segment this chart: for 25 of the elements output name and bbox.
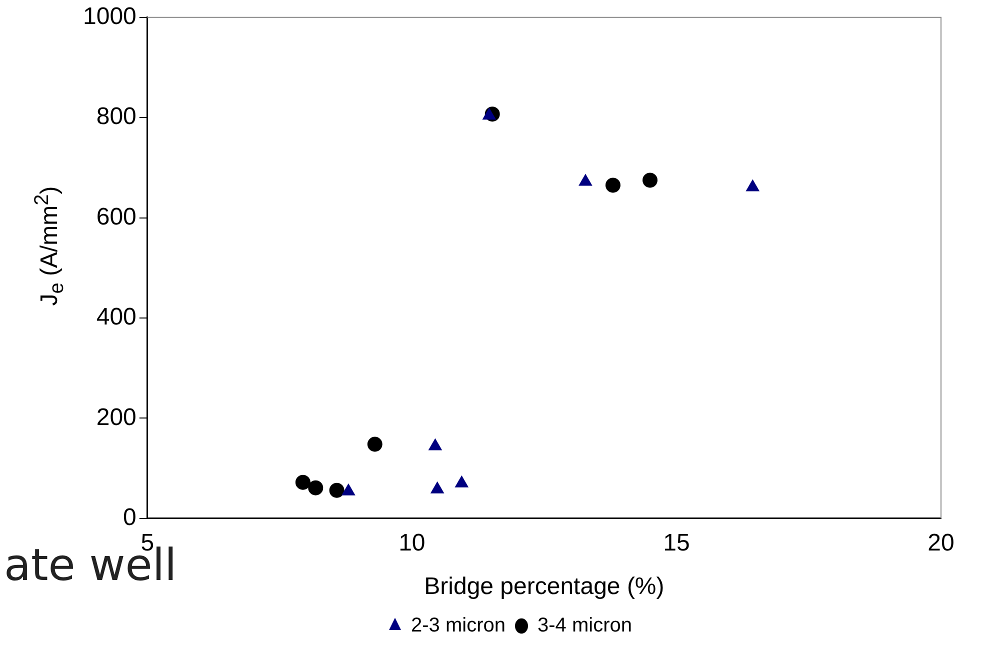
x-tick-label: 15 — [663, 529, 690, 556]
point — [605, 178, 620, 193]
point — [482, 108, 496, 120]
x-tick-label: 20 — [928, 529, 954, 556]
x-axis-title: Bridge percentage (%) — [424, 573, 664, 600]
y-tick-label: 0 — [123, 504, 136, 532]
y-tick-label: 1000 — [83, 3, 136, 30]
point — [295, 474, 310, 490]
legend-label: 3-4 micron — [538, 614, 632, 637]
y-tick-label: 200 — [96, 404, 136, 431]
point — [430, 482, 444, 494]
y-tick-label: 400 — [96, 304, 136, 331]
y-tick-label: 600 — [96, 203, 136, 230]
point — [329, 482, 344, 498]
x-tick-label: 10 — [398, 529, 426, 556]
point — [308, 480, 324, 496]
point — [642, 172, 658, 188]
legend-label: 2-3 micron — [411, 614, 506, 637]
point — [428, 438, 442, 450]
point — [578, 174, 592, 186]
point — [746, 180, 760, 192]
point — [342, 484, 355, 496]
point — [367, 436, 382, 452]
y-tick-label: 800 — [96, 103, 136, 130]
point — [455, 476, 468, 488]
